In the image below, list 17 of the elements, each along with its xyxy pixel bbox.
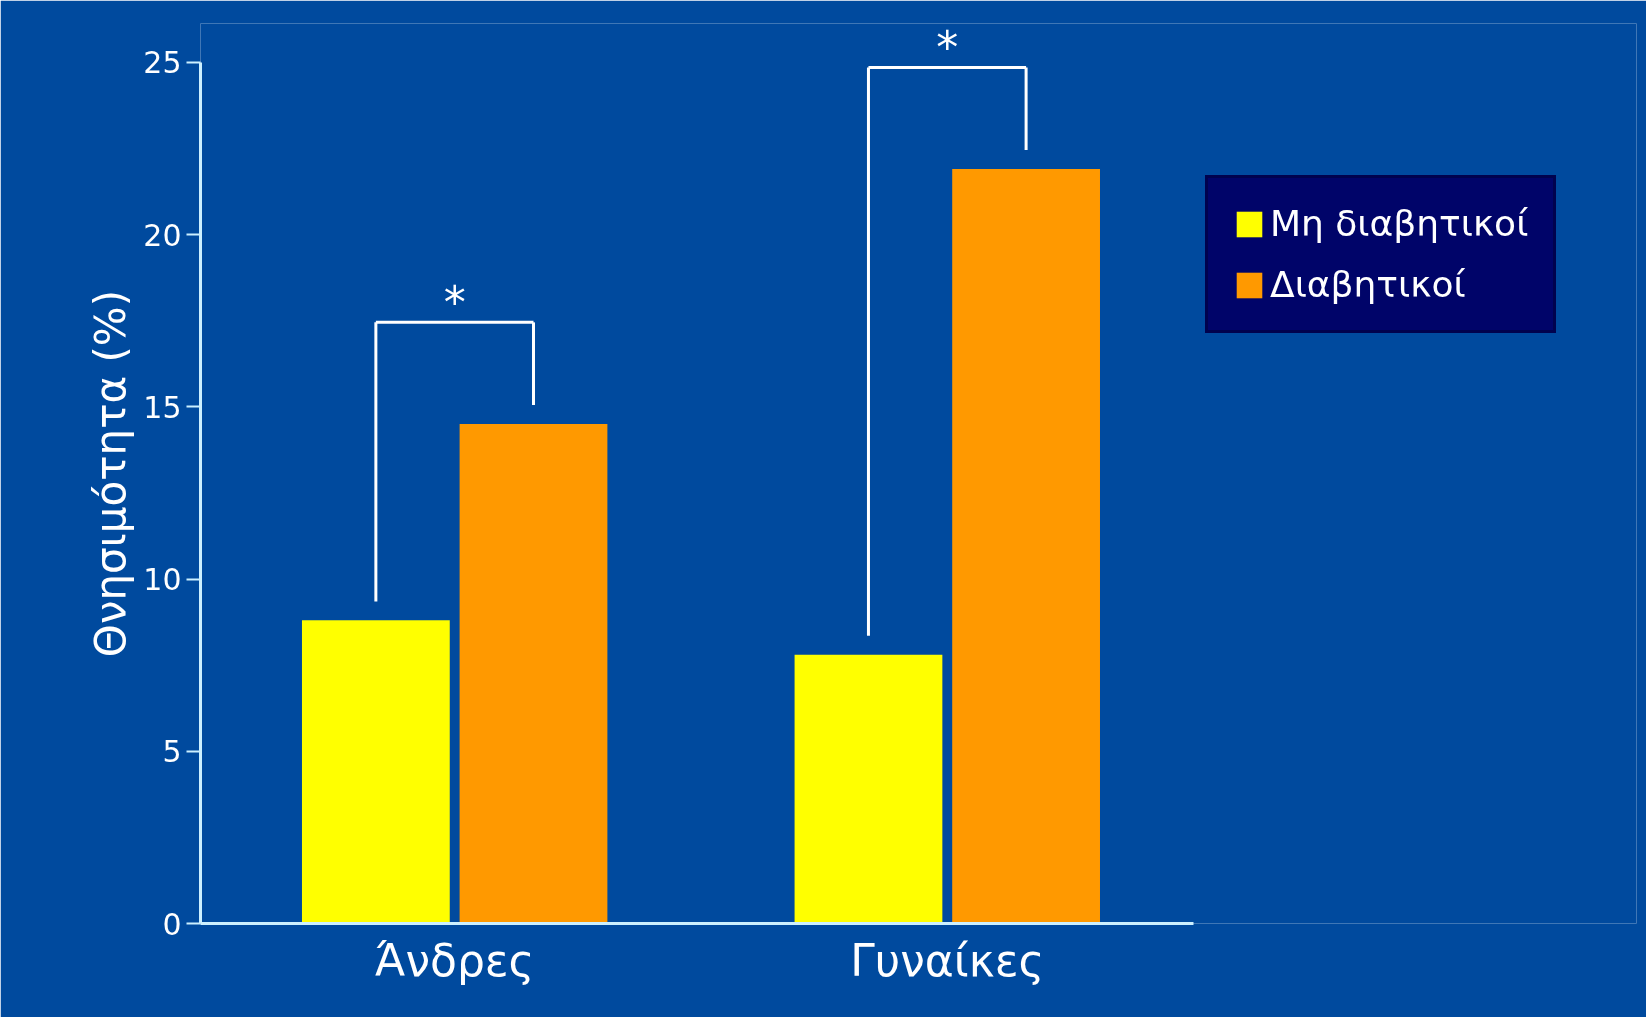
y-axis-title: Θνησιμότητα (%) [86, 289, 136, 658]
x-tick-label: Γυναίκες [850, 934, 1045, 986]
x-tick-label: Άνδρες [374, 934, 535, 986]
y-tick-label: 10 [143, 562, 182, 597]
y-tick-label: 15 [143, 389, 182, 425]
legend-label: Μη διαβητικοί [1270, 203, 1529, 244]
bar [952, 169, 1100, 924]
y-tick-label: 25 [143, 45, 182, 81]
legend-label: Διαβητικοί [1270, 264, 1466, 305]
bar [459, 423, 608, 924]
annotation: * [443, 277, 466, 329]
annotation: * [936, 22, 959, 74]
bar [301, 620, 450, 924]
y-tick-label: 5 [162, 734, 182, 770]
y-tick-label: 20 [143, 217, 182, 253]
bar [794, 654, 943, 924]
y-tick-label: 0 [162, 906, 182, 942]
